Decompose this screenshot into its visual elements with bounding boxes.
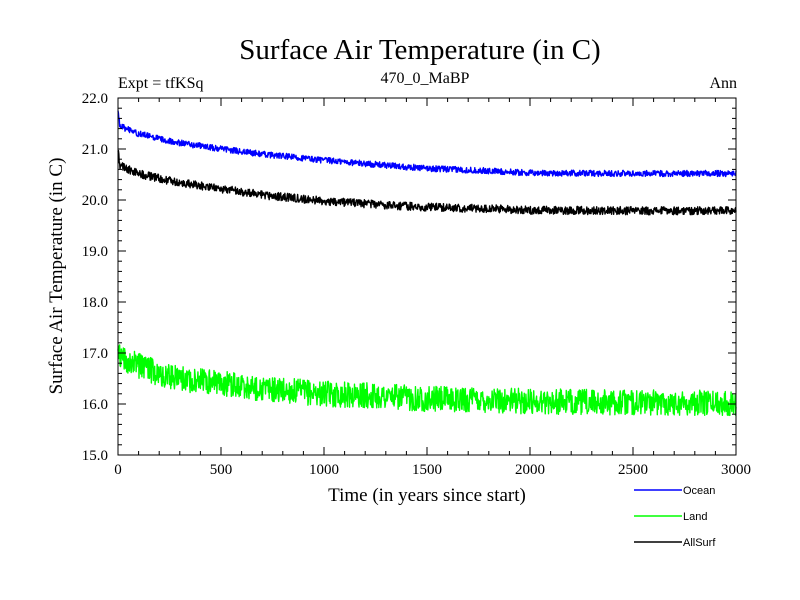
y-tick-label: 18.0 [82,295,108,311]
season-label: Ann [709,75,737,92]
y-tick-label: 20.0 [82,193,108,209]
legend-label-allsurf: AllSurf [683,537,716,549]
x-tick-label: 2000 [515,462,545,478]
y-tick-label: 17.0 [82,346,108,362]
y-tick-label: 16.0 [82,397,108,413]
experiment-label: Expt = tfKSq [118,75,203,92]
series-line-land [117,344,737,417]
x-tick-label: 1500 [412,462,442,478]
chart-title: Surface Air Temperature (in C) [239,34,600,66]
y-tick-label: 21.0 [82,142,108,158]
tick-label-layer: 0 500 1000 1500 2000 2500 3000 15.0 16.0 17.0 18.0… [82,91,751,478]
y-tick-label: 19.0 [82,244,108,260]
tick-layer [117,97,737,456]
chart-subtitle: 470_0_MaBP [381,70,470,87]
legend: Ocean Land AllSurf [634,485,716,549]
x-axis-label: Time (in years since start) [328,485,526,506]
legend-label-land: Land [683,511,707,523]
x-tick-label: 500 [210,462,233,478]
x-tick-label: 0 [114,462,122,478]
y-tick-label: 15.0 [82,448,108,464]
series-line-ocean [117,110,737,178]
series-layer [117,110,737,417]
y-tick-label: 22.0 [82,91,108,107]
x-tick-label: 2500 [618,462,648,478]
legend-label-ocean: Ocean [683,485,715,497]
y-axis-label: Surface Air Temperature (in C) [46,158,67,395]
series-line-allsurf [117,149,737,216]
x-tick-label: 1000 [309,462,339,478]
x-tick-label: 3000 [721,462,751,478]
